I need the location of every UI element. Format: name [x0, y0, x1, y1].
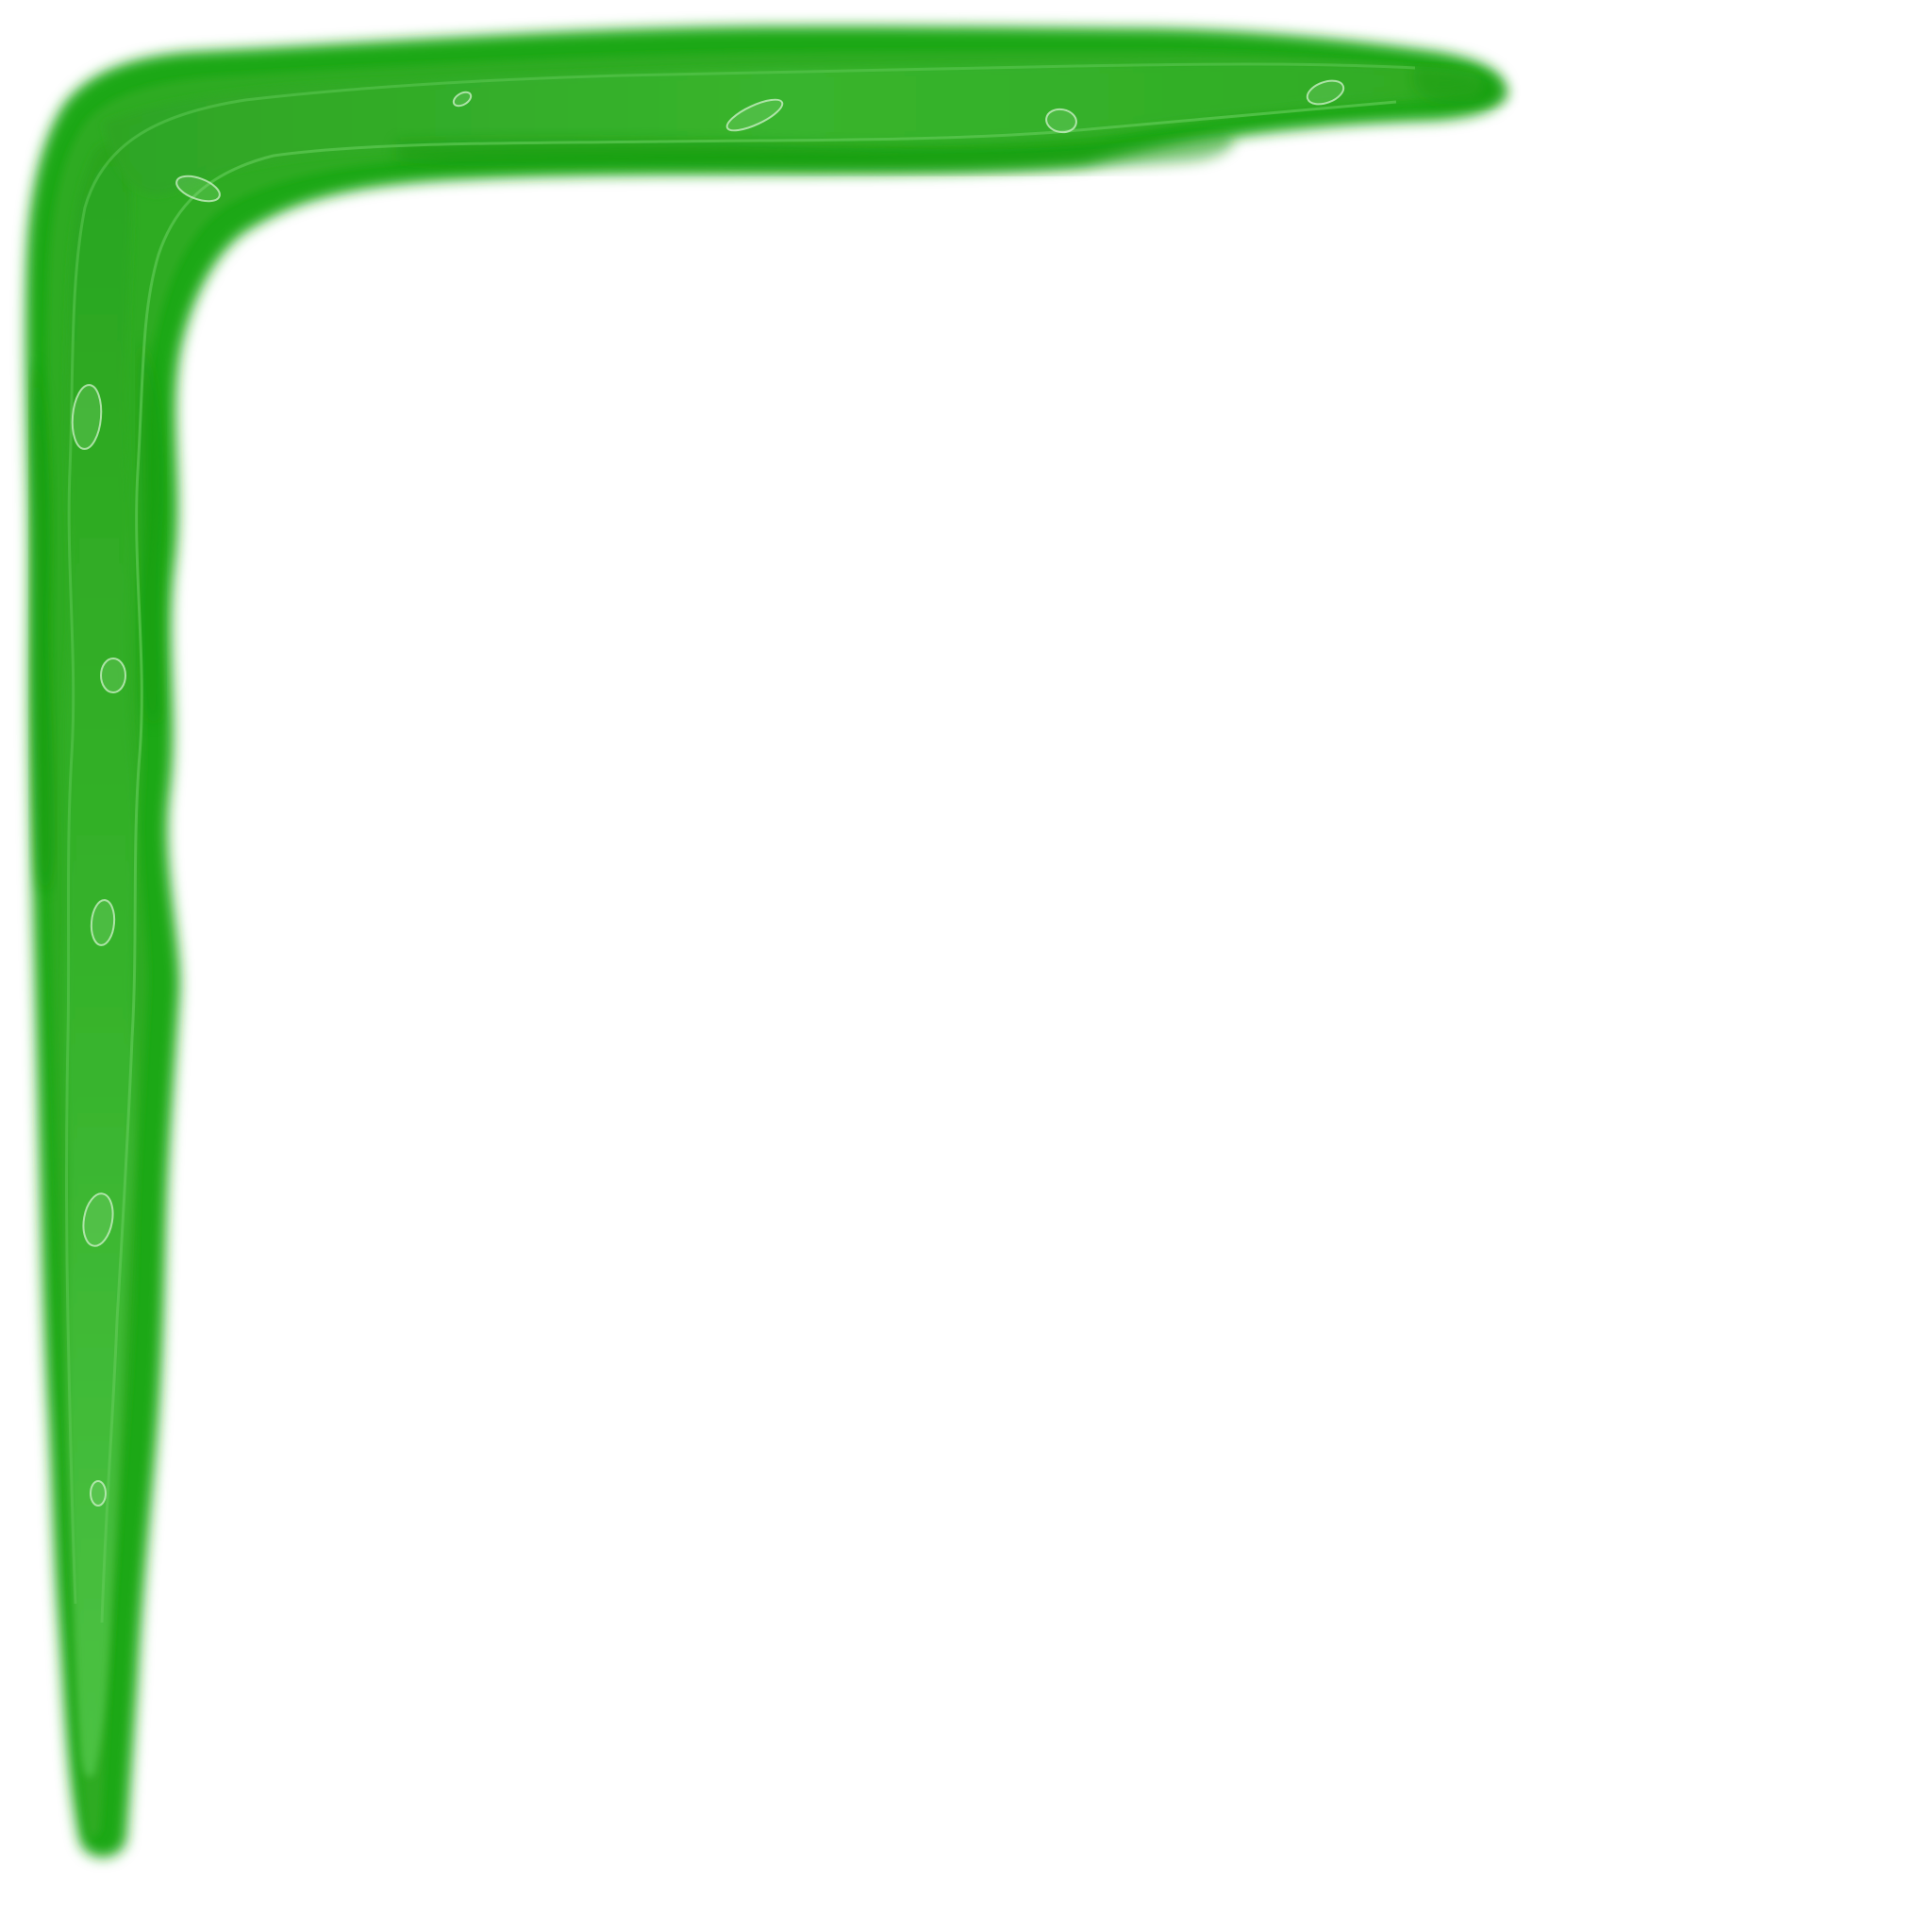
highlight-spot-4	[1306, 79, 1345, 106]
border-outer-edge-line	[65, 62, 1416, 1605]
border-inner-edge-line	[100, 100, 1397, 1624]
border-outer-band	[25, 25, 1506, 1857]
highlight-spot-5	[175, 175, 221, 203]
highlight-spot-9	[82, 1192, 114, 1247]
highlight-spot-3	[1045, 108, 1077, 134]
highlight-spot-1	[452, 91, 473, 108]
highlight-spot-7	[100, 658, 126, 693]
border-shade-inner	[138, 340, 164, 724]
border-shade-left	[30, 358, 56, 891]
highlight-spot-2	[725, 98, 784, 132]
highlight-spot-8	[90, 899, 116, 946]
border-shade-right-end	[1413, 66, 1509, 107]
highlight-spot-10	[90, 1480, 107, 1507]
border-horizontal-core	[104, 61, 1477, 195]
border-spots	[71, 79, 1345, 1507]
border-mid-band	[46, 52, 1483, 1838]
highlight-spot-6	[71, 384, 103, 450]
border-vertical-core	[64, 142, 136, 1777]
